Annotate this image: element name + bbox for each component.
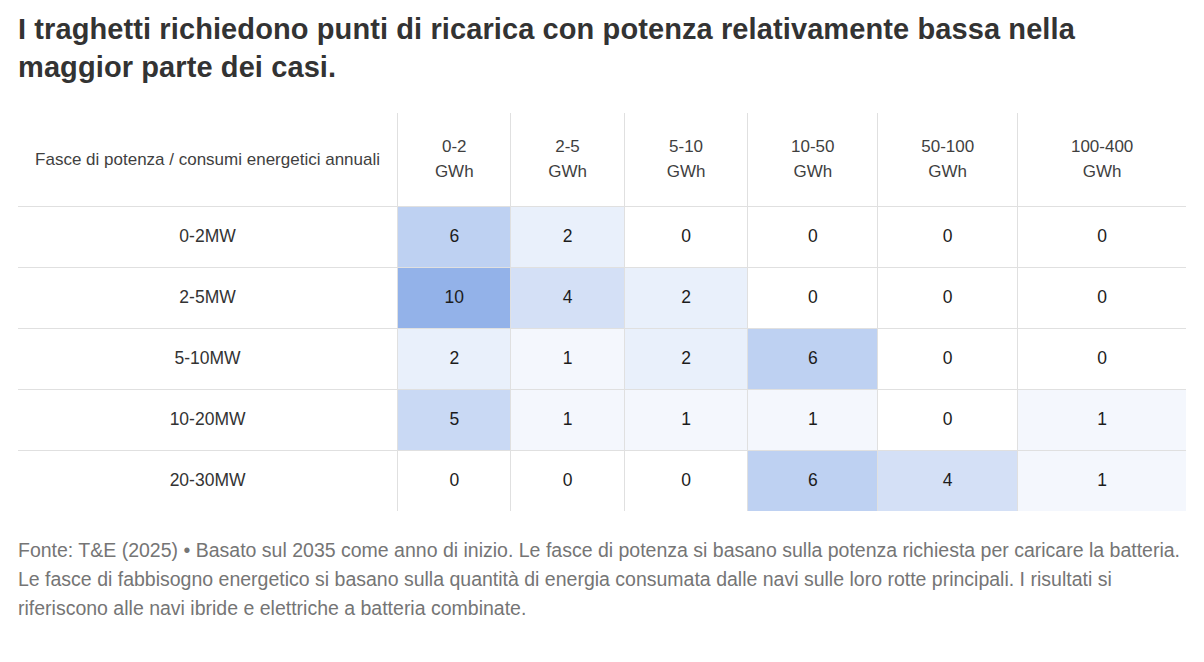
table-row: 5-10MW 2 1 2 6 0 0 [18, 328, 1186, 389]
column-unit: GWh [404, 159, 504, 184]
footnote-separator: • [183, 539, 190, 561]
heatmap-cell: 4 [511, 267, 624, 328]
column-header: 100-400 GWh [1018, 113, 1186, 206]
column-unit: GWh [631, 159, 742, 184]
column-range: 10-50 [754, 134, 871, 159]
column-header: 0-2 GWh [398, 113, 511, 206]
column-unit: GWh [1024, 159, 1180, 184]
heatmap-cell: 0 [624, 206, 748, 267]
heatmap-cell: 0 [878, 206, 1018, 267]
heatmap-cell: 2 [624, 328, 748, 389]
heatmap-cell: 0 [398, 450, 511, 511]
heatmap-cell: 2 [398, 328, 511, 389]
row-label: 5-10MW [18, 328, 398, 389]
heatmap-cell: 0 [748, 267, 878, 328]
heatmap-cell: 2 [511, 206, 624, 267]
chart-footnote: Fonte: T&E (2025) • Basato sul 2035 come… [18, 536, 1186, 623]
footnote-text: Basato sul 2035 come anno di inizio. Le … [18, 539, 1180, 619]
heatmap-cell: 6 [748, 450, 878, 511]
heatmap-cell: 10 [398, 267, 511, 328]
heatmap-cell: 1 [624, 389, 748, 450]
column-range: 2-5 [517, 134, 617, 159]
column-header: 2-5 GWh [511, 113, 624, 206]
corner-label: Fasce di potenza / consumi energetici an… [18, 113, 398, 206]
column-range: 100-400 [1024, 134, 1180, 159]
chart-container: I traghetti richiedono punti di ricarica… [0, 0, 1204, 623]
heatmap-cell: 1 [748, 389, 878, 450]
heatmap-cell: 0 [878, 389, 1018, 450]
heatmap-cell: 6 [748, 328, 878, 389]
table-row: 20-30MW 0 0 0 6 4 1 [18, 450, 1186, 511]
heatmap-cell: 0 [624, 450, 748, 511]
header-row: Fasce di potenza / consumi energetici an… [18, 113, 1186, 206]
heatmap-cell: 4 [878, 450, 1018, 511]
heatmap-cell: 0 [1018, 267, 1186, 328]
heatmap-cell: 0 [1018, 206, 1186, 267]
heatmap-cell: 1 [511, 389, 624, 450]
column-unit: GWh [754, 159, 871, 184]
heatmap-cell: 0 [511, 450, 624, 511]
column-range: 0-2 [404, 134, 504, 159]
source-label: Fonte: T&E (2025) [18, 539, 178, 561]
heatmap-header: Fasce di potenza / consumi energetici an… [18, 113, 1186, 206]
heatmap-body: 0-2MW 6 2 0 0 0 0 2-5MW 10 4 2 0 0 0 5-1… [18, 206, 1186, 511]
row-label: 10-20MW [18, 389, 398, 450]
table-row: 2-5MW 10 4 2 0 0 0 [18, 267, 1186, 328]
row-label: 20-30MW [18, 450, 398, 511]
heatmap-cell: 0 [1018, 328, 1186, 389]
heatmap-cell: 5 [398, 389, 511, 450]
table-row: 10-20MW 5 1 1 1 0 1 [18, 389, 1186, 450]
table-row: 0-2MW 6 2 0 0 0 0 [18, 206, 1186, 267]
heatmap-table: Fasce di potenza / consumi energetici an… [18, 113, 1186, 511]
column-header: 50-100 GWh [878, 113, 1018, 206]
column-unit: GWh [517, 159, 617, 184]
heatmap-cell: 0 [878, 267, 1018, 328]
chart-title: I traghetti richiedono punti di ricarica… [18, 10, 1168, 86]
heatmap-cell: 1 [1018, 450, 1186, 511]
column-range: 50-100 [884, 134, 1011, 159]
column-header: 5-10 GWh [624, 113, 748, 206]
heatmap-cell: 0 [878, 328, 1018, 389]
heatmap-cell: 1 [511, 328, 624, 389]
heatmap-cell: 2 [624, 267, 748, 328]
column-unit: GWh [884, 159, 1011, 184]
row-label: 0-2MW [18, 206, 398, 267]
row-label: 2-5MW [18, 267, 398, 328]
column-header: 10-50 GWh [748, 113, 878, 206]
heatmap-cell: 0 [748, 206, 878, 267]
heatmap-cell: 6 [398, 206, 511, 267]
column-range: 5-10 [631, 134, 742, 159]
heatmap-cell: 1 [1018, 389, 1186, 450]
